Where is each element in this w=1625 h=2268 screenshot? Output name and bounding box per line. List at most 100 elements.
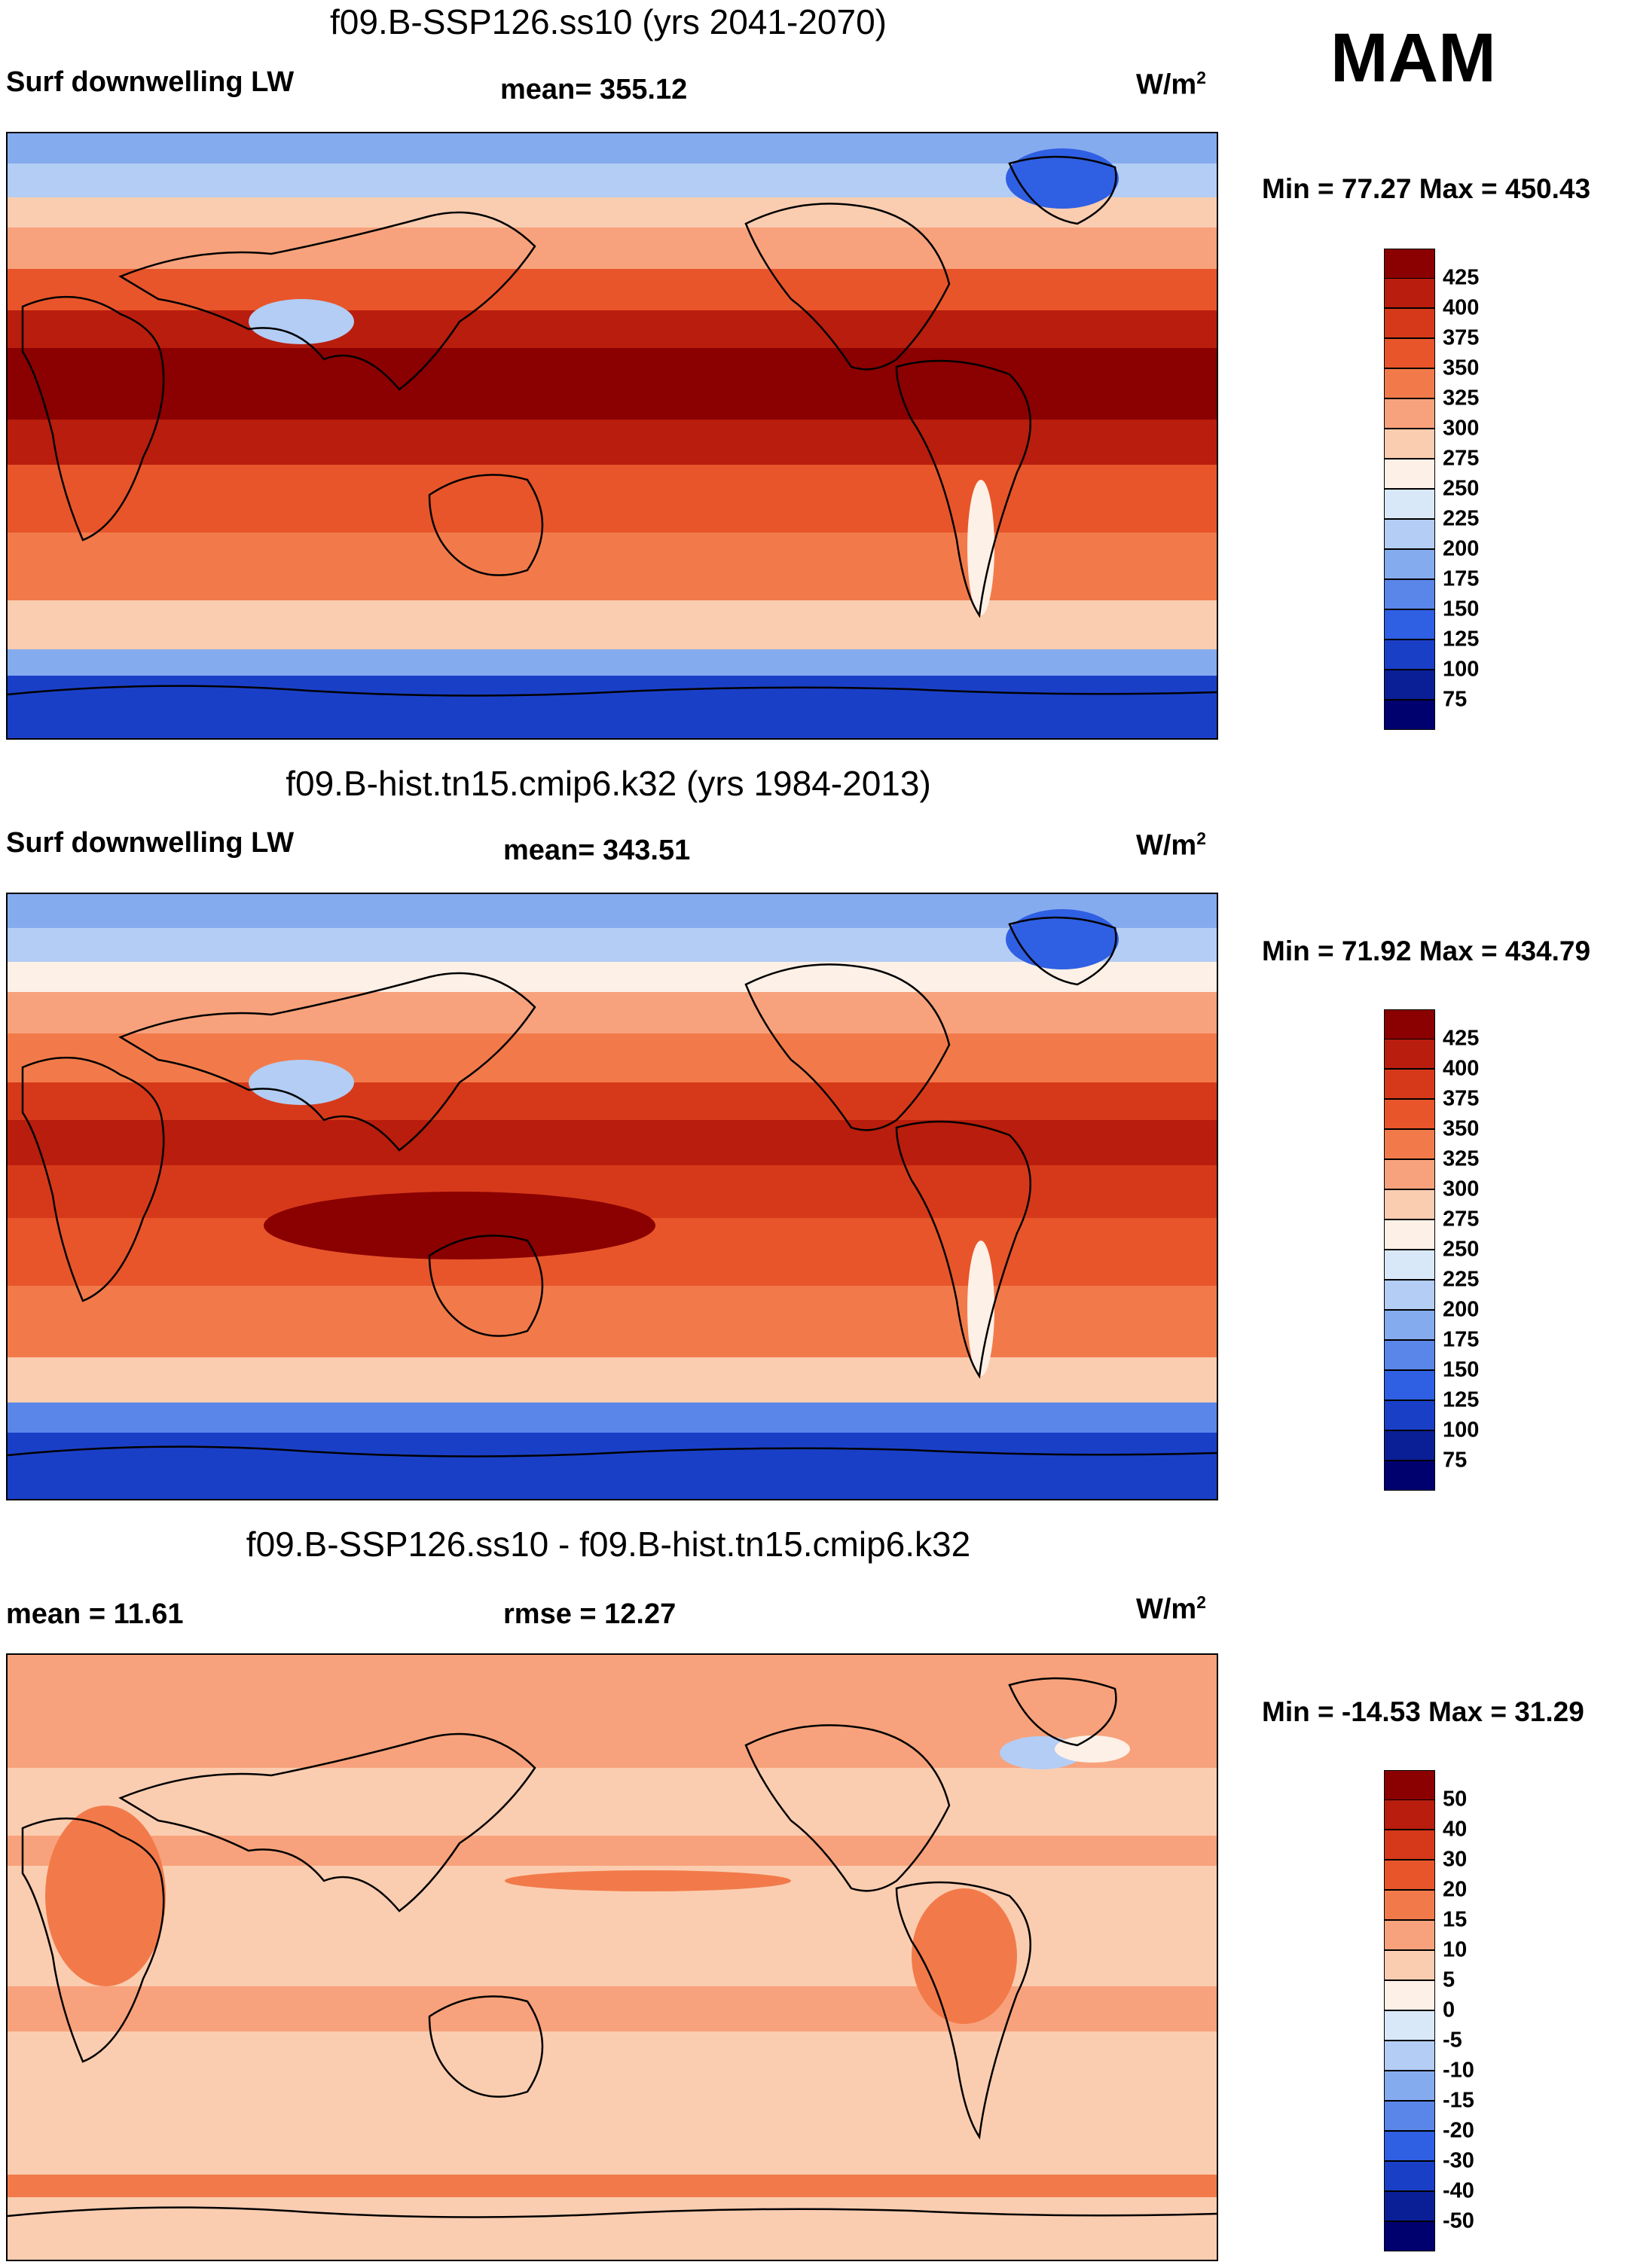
panel-1-mean-label: mean= 355.12	[500, 74, 688, 105]
panel-1-colorbar-box-12	[1384, 579, 1435, 609]
panel-3-colorbar-label: -40	[1443, 2178, 1474, 2203]
panel-1-colorbar-label: 75	[1443, 687, 1468, 712]
panel-3-colorbar-label: 10	[1443, 1937, 1468, 1962]
panel-2-colorbar-label: 225	[1443, 1267, 1480, 1292]
panel-3-colorbar-label: 50	[1443, 1787, 1468, 1812]
panel-3-colorbar-label: -50	[1443, 2208, 1474, 2233]
panel-2-units: W/m2	[1136, 829, 1206, 862]
panel-3-map-svg	[8, 1655, 1217, 2260]
panel-1-colorbar-label: 300	[1443, 416, 1480, 441]
panel-2-colorbar-box-14	[1384, 1400, 1435, 1430]
panel-1-map	[6, 132, 1218, 740]
diff-north-band	[8, 1655, 1217, 1723]
andes-cool-strip	[967, 480, 994, 615]
panel-2-colorbar-box-6	[1384, 1159, 1435, 1189]
panel-2-colorbar-box-12	[1384, 1340, 1435, 1370]
panel-3-colorbar-box-15	[1384, 2191, 1435, 2221]
coastlines	[8, 1677, 1217, 2218]
panel-1-colorbar-box-15	[1384, 670, 1435, 700]
panel-2-colorbar-label: 425	[1443, 1026, 1480, 1051]
panel-1-title: f09.B-SSP126.ss10 (yrs 2041-2070)	[330, 2, 887, 41]
panel-3-colorbar-box-12	[1384, 2101, 1435, 2131]
panel-1-colorbar-label: 200	[1443, 536, 1480, 561]
band-midlat-south	[8, 1286, 1217, 1357]
panel-1-colorbar-label: 350	[1443, 356, 1480, 380]
panel-1-colorbar-label: 175	[1443, 566, 1480, 591]
panel-3-colorbar-box-3	[1384, 1830, 1435, 1860]
coastlines	[8, 916, 1217, 1458]
panel-3-colorbar-box-14	[1384, 2161, 1435, 2191]
warm-pool	[264, 1192, 655, 1259]
panel-1-colorbar-box-2	[1384, 278, 1435, 308]
panel-1-units: W/m2	[1136, 68, 1206, 101]
panel-2-map-svg	[8, 894, 1217, 1499]
panel-1-colorbar-box-3	[1384, 308, 1435, 338]
greenland-cold-spot	[1006, 909, 1119, 969]
panel-1-colorbar-box-10	[1384, 519, 1435, 549]
band-midlat-south	[8, 533, 1217, 600]
band-equator	[8, 348, 1217, 420]
band-tropic-north	[8, 310, 1217, 348]
panel-1-minmax: Min = 77.27 Max = 450.43	[1262, 173, 1591, 204]
panel-3-mean-label: mean = 11.61	[6, 1598, 184, 1630]
panel-1-colorbar-box-9	[1384, 489, 1435, 519]
panel-1-map-svg	[8, 133, 1217, 738]
band-high-lat-north	[8, 197, 1217, 227]
band-subtropic-north	[8, 269, 1217, 310]
panel-2-colorbar-label: 375	[1443, 1086, 1480, 1111]
panel-3-colorbar-box-6	[1384, 1920, 1435, 1950]
panel-2-colorbar-label: 175	[1443, 1327, 1480, 1352]
panel-1-colorbar-label: 275	[1443, 446, 1480, 471]
panel-1-colorbar-label: 400	[1443, 295, 1480, 320]
panel-2-colorbar-box-4	[1384, 1099, 1435, 1129]
panel-1-colorbar-box-7	[1384, 429, 1435, 459]
band-midlat-north	[8, 227, 1217, 269]
band-tropic-south	[8, 420, 1217, 465]
panel-2-colorbar-label: 75	[1443, 1448, 1468, 1473]
panel-3-colorbar-label: -10	[1443, 2058, 1474, 2083]
panel-3-colorbar-box-11	[1384, 2071, 1435, 2101]
panel-1-colorbar-label: 250	[1443, 476, 1480, 501]
panel-2-colorbar-box-11	[1384, 1310, 1435, 1340]
panel-2-title: f09.B-hist.tn15.cmip6.k32 (yrs 1984-2013…	[286, 764, 931, 803]
panel-2-colorbar-box-8	[1384, 1219, 1435, 1250]
diff-equatorial-warm-strip	[505, 1870, 791, 1891]
panel-2-colorbar-label: 150	[1443, 1357, 1480, 1382]
panel-3-colorbar-box-16	[1384, 2221, 1435, 2251]
panel-2-colorbar-label: 250	[1443, 1237, 1480, 1262]
diff-midlat-north	[8, 1768, 1217, 1836]
panel-2-minmax: Min = 71.92 Max = 434.79	[1262, 936, 1591, 966]
panel-3-rmse-label: rmse = 12.27	[503, 1598, 677, 1630]
diff-africa-warm	[45, 1806, 166, 1986]
panel-1-colorbar-label: 100	[1443, 657, 1480, 682]
panel-2-colorbar-box-2	[1384, 1039, 1435, 1069]
panel-3-minmax: Min = -14.53 Max = 31.29	[1262, 1696, 1584, 1727]
panel-1-variable-label: Surf downwelling LW	[6, 66, 295, 98]
panel-2-colorbar-label: 325	[1443, 1146, 1480, 1171]
tibet-cold-spot	[249, 1060, 354, 1105]
panel-2-colorbar-box-10	[1384, 1280, 1435, 1310]
panel-3-colorbar-label: 15	[1443, 1907, 1468, 1932]
band-antarctic	[8, 1433, 1217, 1499]
panel-3-colorbar-box-4	[1384, 1860, 1435, 1890]
panel-2-colorbar-label: 350	[1443, 1116, 1480, 1141]
panel-1-colorbar-label: 150	[1443, 597, 1480, 621]
panel-1-colorbar-box-11	[1384, 549, 1435, 579]
panel-1-colorbar-label: 125	[1443, 627, 1480, 652]
panel-1-colorbar: 425 400 375 350 325 300 275 250 225 200 …	[1384, 249, 1479, 730]
panel-2-colorbar-box-7	[1384, 1189, 1435, 1219]
panel-3-colorbar-label: 0	[1443, 1998, 1455, 2022]
panel-2-colorbar-box-1	[1384, 1009, 1435, 1039]
panel-1-colorbar-box-6	[1384, 398, 1435, 429]
greenland-cold-spot	[1006, 148, 1119, 209]
band-subpolar-south	[8, 1357, 1217, 1403]
panel-3-colorbar-box-5	[1384, 1890, 1435, 1920]
panel-2-colorbar-label: 300	[1443, 1177, 1480, 1201]
band-equator	[8, 1120, 1217, 1165]
panel-2-map	[6, 893, 1218, 1500]
panel-3-colorbar-box-13	[1384, 2131, 1435, 2161]
panel-2-colorbar-box-9	[1384, 1250, 1435, 1280]
panel-3-colorbar-label: 20	[1443, 1877, 1468, 1902]
diff-labrador-cool	[1055, 1735, 1130, 1763]
band-subpolar-south	[8, 600, 1217, 649]
